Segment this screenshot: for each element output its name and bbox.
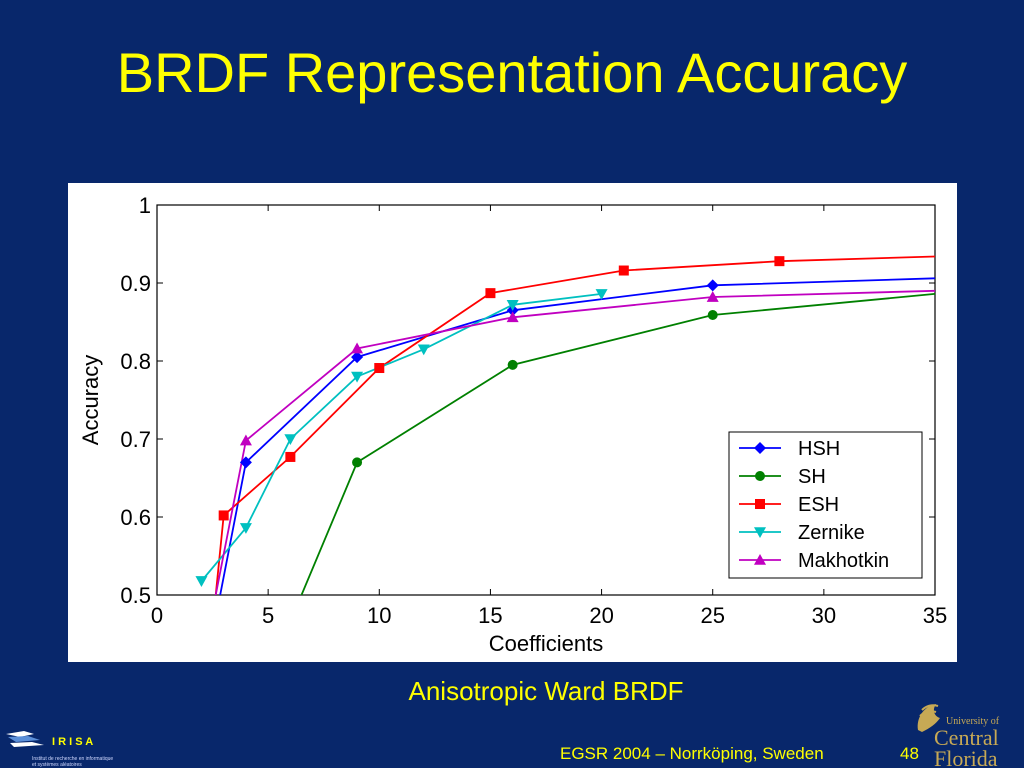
irisa-emblem-icon xyxy=(6,731,44,747)
data-point-esh xyxy=(485,288,496,299)
data-point-hsh xyxy=(706,279,719,292)
y-tick-label: 0.7 xyxy=(120,427,151,452)
data-point-zernike xyxy=(195,576,208,587)
data-point-makhotkin xyxy=(706,291,719,302)
data-point-makhotkin xyxy=(506,311,519,323)
y-tick-label: 0.8 xyxy=(120,349,151,374)
x-tick-label: 35 xyxy=(923,603,947,628)
ucf-line1: University of xyxy=(946,716,1000,727)
legend-label-esh: ESH xyxy=(798,494,839,516)
irisa-line1: Institut de recherche en informatique xyxy=(32,756,113,762)
legend-label-zernike: Zernike xyxy=(798,522,865,544)
x-tick-label: 10 xyxy=(367,603,391,628)
x-tick-label: 5 xyxy=(262,603,274,628)
data-point-makhotkin xyxy=(351,342,364,354)
irisa-logo: I R I S A Institut de recherche en infor… xyxy=(6,731,113,768)
data-point-zernike xyxy=(351,371,364,383)
chart-caption: Anisotropic Ward BRDF xyxy=(408,676,684,706)
data-point-zernike xyxy=(417,344,430,356)
legend-marker-zernike xyxy=(754,527,766,538)
data-point-sh xyxy=(352,457,363,468)
legend-label-hsh: HSH xyxy=(798,438,840,460)
legend-marker-sh xyxy=(755,471,765,481)
x-tick-label: 15 xyxy=(478,603,502,628)
legend-marker-makhotkin xyxy=(754,554,766,565)
data-point-esh xyxy=(374,363,385,374)
x-tick-label: 0 xyxy=(151,603,163,628)
y-tick-label: 0.9 xyxy=(120,271,151,296)
irisa-name: I R I S A xyxy=(52,736,93,748)
x-tick-label: 20 xyxy=(589,603,613,628)
y-tick-label: 0.5 xyxy=(120,583,151,608)
y-tick-label: 1 xyxy=(139,193,151,218)
footer-text: EGSR 2004 – Norrköping, Sweden xyxy=(560,744,824,763)
data-point-esh xyxy=(218,510,229,521)
x-tick-label: 30 xyxy=(812,603,836,628)
irisa-line2: et systèmes aléatoires xyxy=(32,762,82,768)
data-point-zernike xyxy=(284,434,297,445)
chart-legend: HSH SH ESH Zernike Makhotkin xyxy=(728,431,923,579)
ucf-line3: Florida xyxy=(934,746,998,768)
series-line-esh xyxy=(214,255,935,595)
legend-label-sh: SH xyxy=(798,466,826,488)
data-point-hsh xyxy=(351,351,364,364)
x-tick-label: 25 xyxy=(700,603,724,628)
legend-label-makhotkin: Makhotkin xyxy=(798,550,889,572)
slide-number: 48 xyxy=(900,744,919,763)
ucf-logo: University of Central Florida xyxy=(917,704,1000,768)
data-point-makhotkin xyxy=(239,434,252,446)
x-axis-label: Coefficients xyxy=(489,631,604,656)
slide-title: BRDF Representation Accuracy xyxy=(116,41,908,104)
data-point-hsh xyxy=(239,456,252,469)
data-point-esh xyxy=(285,451,296,462)
data-point-esh xyxy=(618,265,629,276)
data-point-sh xyxy=(507,359,518,370)
accuracy-chart: 0 5 10 15 20 25 30 35 0.5 0.6 0.7 0.8 0.9 1 Coefficie… xyxy=(78,193,947,656)
data-point-sh xyxy=(707,309,718,320)
series-line-makhotkin xyxy=(214,289,935,595)
y-tick-label: 0.6 xyxy=(120,505,151,530)
data-point-esh xyxy=(774,256,785,267)
data-point-zernike xyxy=(595,289,608,300)
chart-panel: 0 5 10 15 20 25 30 35 0.5 0.6 0.7 0.8 0.9 1 Coefficie… xyxy=(68,183,957,662)
legend-marker-hsh xyxy=(754,442,766,454)
legend-marker-esh xyxy=(755,499,765,509)
data-point-zernike xyxy=(239,523,252,534)
y-axis-label: Accuracy xyxy=(78,355,103,445)
pegasus-icon xyxy=(917,704,940,732)
ucf-line2: Central xyxy=(934,725,999,750)
data-point-zernike xyxy=(506,300,519,311)
